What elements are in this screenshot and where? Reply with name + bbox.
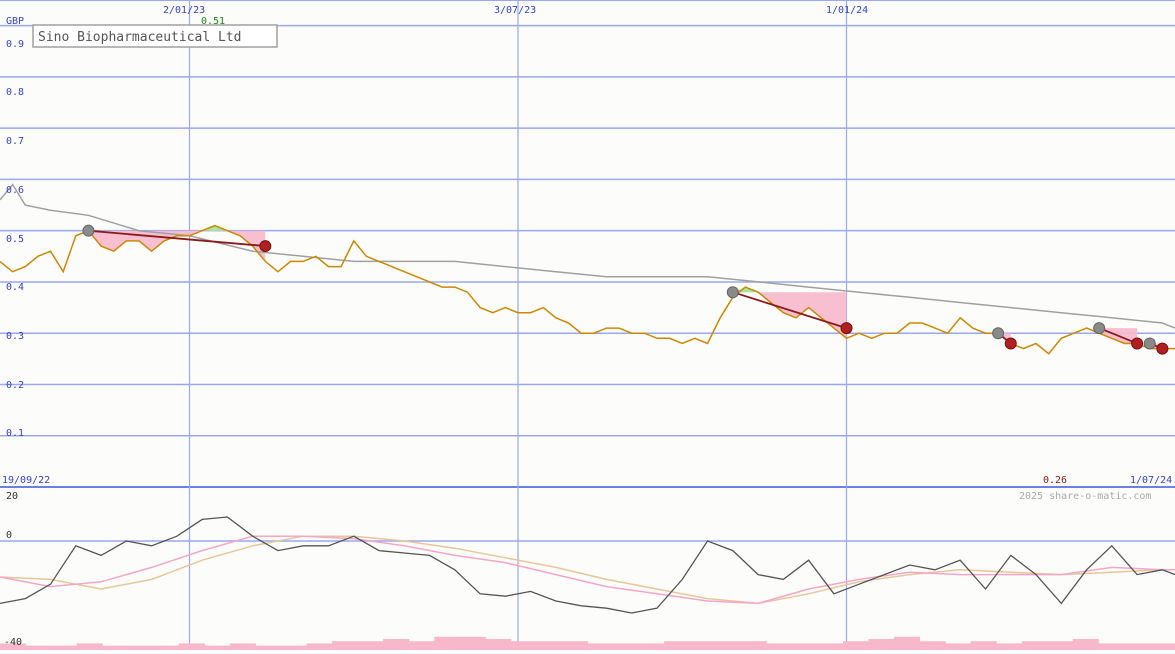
volume-bar <box>919 641 946 650</box>
volume-bar <box>485 639 512 650</box>
volume-bar <box>1098 643 1125 650</box>
loss-area <box>732 287 847 339</box>
high-value-label: 0.51 <box>201 16 225 27</box>
volume-bar <box>791 643 818 650</box>
volume-bar <box>510 641 537 650</box>
trade-markers <box>82 224 1169 355</box>
y-tick-label: 0.7 <box>6 136 24 147</box>
sell-marker <box>1156 342 1169 355</box>
volume-bar <box>153 645 180 650</box>
volume-bar <box>357 641 384 650</box>
volume-bar <box>25 645 52 650</box>
buy-marker <box>82 224 95 237</box>
volume-bar <box>255 645 282 650</box>
volume-bar <box>664 641 691 650</box>
price-line <box>0 224 1175 355</box>
volume-bar <box>1072 639 1099 650</box>
volume-bars <box>0 636 1175 650</box>
volume-bar <box>561 641 588 650</box>
buy-marker <box>726 286 739 299</box>
trade-line <box>88 229 266 247</box>
volume-bar <box>434 636 461 650</box>
indicator-y-tick-label: 20 <box>6 491 18 502</box>
volume-bar <box>945 643 972 650</box>
volume-bar <box>638 643 665 650</box>
volume-bar <box>817 643 844 650</box>
y-tick-label: 0.9 <box>6 39 24 50</box>
y-tick-label: 0.8 <box>6 87 24 98</box>
buy-marker <box>992 327 1005 340</box>
indicator-y-tick-label: 0 <box>6 530 12 541</box>
currency-label: GBP <box>6 16 24 27</box>
volume-bar <box>102 645 129 650</box>
volume-bar <box>459 636 486 650</box>
sell-marker <box>259 240 272 253</box>
sell-marker <box>1004 337 1017 350</box>
sell-marker <box>1131 337 1144 350</box>
credit-label: 2025 share-o-matic.com <box>1019 491 1151 502</box>
y-tick-label: 0.4 <box>6 282 24 293</box>
series-lines <box>0 183 1175 614</box>
volume-bar <box>332 641 359 650</box>
x-end-label: 1/07/24 <box>1130 475 1172 486</box>
moving-average-line <box>0 183 1175 329</box>
y-tick-label: 0.2 <box>6 380 24 391</box>
volume-bar <box>740 641 767 650</box>
volume-bar <box>204 645 231 650</box>
volume-bar <box>229 643 256 650</box>
date-tick-labels: 2/01/23 3/07/23 1/01/24 <box>163 5 868 16</box>
y-tick-label: 0.6 <box>6 185 24 196</box>
volume-bar <box>766 643 793 650</box>
volume-bar <box>178 643 205 650</box>
y-tick-label: 0.3 <box>6 331 24 342</box>
oscillator-line <box>0 516 1175 614</box>
volume-bar <box>715 641 742 650</box>
signal-slow-line <box>0 535 1175 605</box>
volume-bar <box>868 639 895 650</box>
volume-bar <box>408 641 435 650</box>
buy-marker <box>1093 322 1106 335</box>
trade-line <box>1098 327 1138 345</box>
signal-fast-line <box>0 535 1175 605</box>
y-tick-label: 0.5 <box>6 234 24 245</box>
volume-bar <box>0 643 27 650</box>
volume-bar <box>613 643 640 650</box>
volume-bar <box>1123 643 1150 650</box>
low-value-label: 0.26 <box>1043 475 1067 486</box>
date-tick-label: 2/01/23 <box>163 5 205 16</box>
volume-bar <box>1021 641 1048 650</box>
buy-marker <box>1143 337 1156 350</box>
volume-bar <box>306 643 333 650</box>
volume-bar <box>689 641 716 650</box>
y-tick-label: 0.1 <box>6 428 24 439</box>
title-box <box>32 24 278 48</box>
volume-bar <box>1149 643 1175 650</box>
volume-bar <box>1047 641 1074 650</box>
volume-bar <box>383 639 410 650</box>
volume-bar <box>536 641 563 650</box>
volume-bar <box>894 636 921 650</box>
x-start-label: 19/09/22 <box>2 475 50 486</box>
volume-bar <box>996 643 1023 650</box>
volume-bar <box>51 645 78 650</box>
volume-bar <box>970 641 997 650</box>
date-tick-label: 1/01/24 <box>826 5 868 16</box>
price-y-tick-labels: 0.9 0.8 0.7 0.6 0.5 0.4 0.3 0.2 0.1 <box>6 39 24 439</box>
volume-bar <box>587 643 614 650</box>
price-panel-background <box>0 0 1175 487</box>
chart-title: Sino Biopharmaceutical Ltd <box>38 30 242 45</box>
date-tick-label: 3/07/23 <box>494 5 536 16</box>
volume-bar <box>842 641 869 650</box>
volume-bar <box>280 645 308 650</box>
sell-marker <box>840 322 853 335</box>
volume-bar <box>127 645 154 650</box>
indicator-y-tick-label: -40 <box>4 637 22 648</box>
volume-bar <box>76 643 103 650</box>
trade-line <box>732 291 847 329</box>
indicator-panel-background <box>0 488 1175 650</box>
